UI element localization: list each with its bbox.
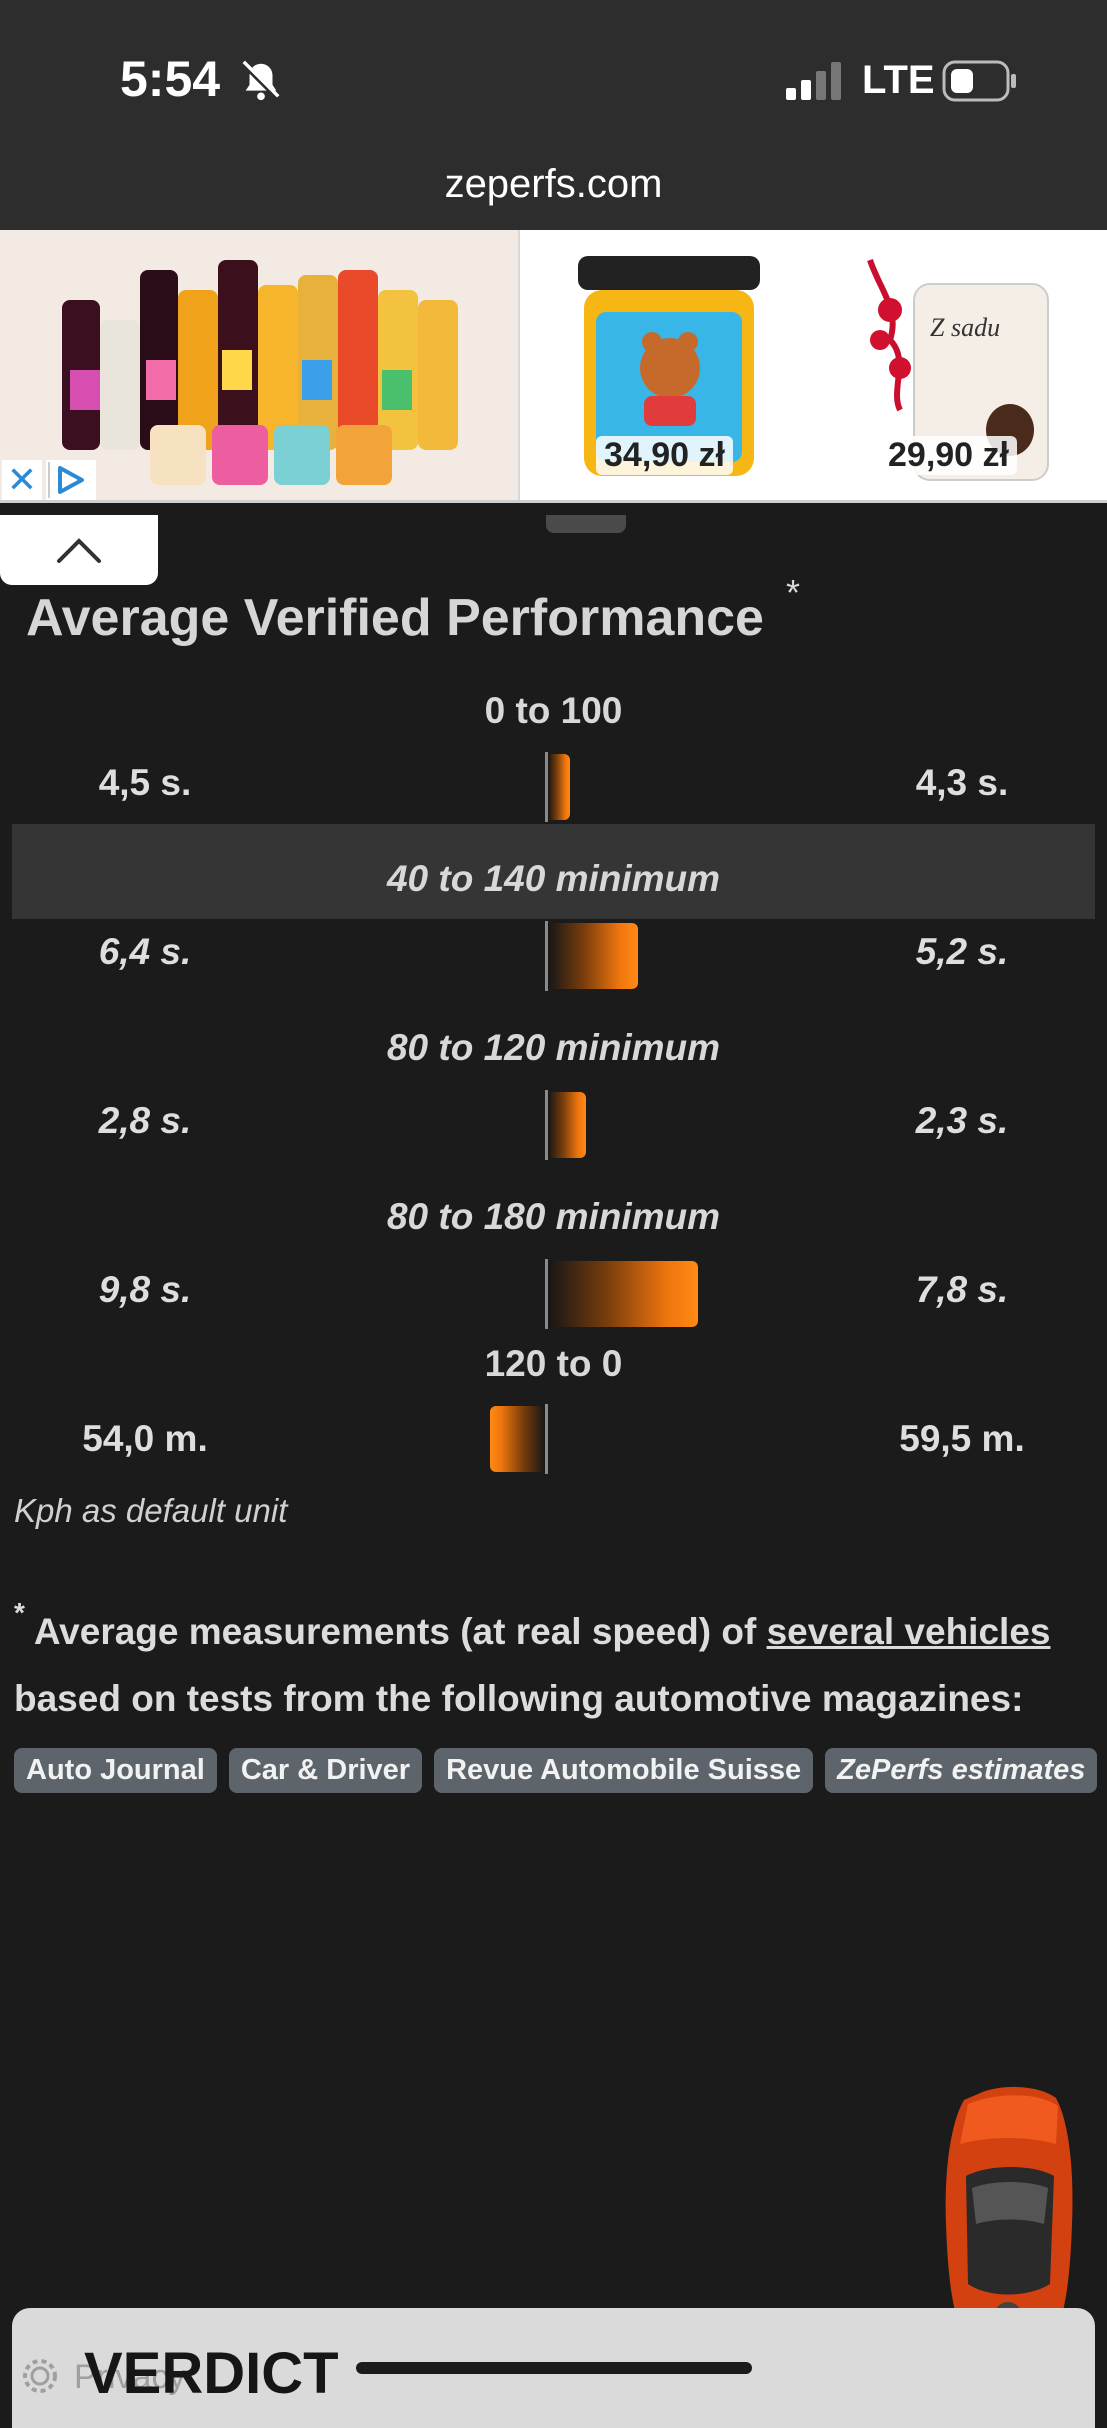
car-top-view-image[interactable] [938,2084,1078,2354]
difference-bar [490,1406,545,1472]
source-tag[interactable]: Revue Automobile Suisse [434,1748,814,1793]
url-text[interactable]: zeperfs.com [444,162,663,206]
bell-muted-icon [241,60,281,101]
metric-label-80-120: 80 to 120 minimum [386,1027,721,1068]
ad-image-bottles[interactable] [0,230,518,502]
metric-label-40-140: 40 to 140 minimum [386,858,721,899]
metric-left-value: 4,5 s. [98,762,192,803]
browser-url-bar[interactable] [0,150,1107,230]
footnote-marker: * [14,1597,25,1628]
footnote-text-after: based on tests from the following automo… [14,1678,1024,1719]
privacy-link[interactable]: Privacy [74,2358,186,2396]
highlight-row-band [12,824,1095,919]
metric-right-value: 7,8 s. [915,1269,1009,1310]
metric-right-value: 4,3 s. [915,762,1009,803]
several-vehicles-link[interactable]: several vehicles [766,1611,1051,1652]
collapse-ad-button[interactable] [0,515,158,585]
difference-bar [548,754,570,820]
metric-left-value: 2,8 s. [98,1100,192,1141]
network-type: LTE [862,58,935,102]
comparison-axis [545,752,548,822]
status-time: 5:54 [120,51,221,107]
metric-right-value: 5,2 s. [915,931,1009,972]
source-tags: Auto Journal Car & Driver Revue Automobi… [14,1748,1098,1793]
chevron-up-icon [57,538,101,563]
metric-right-value: 59,5 m. [899,1418,1025,1459]
home-indicator[interactable] [356,2362,752,2374]
difference-bar [548,1092,586,1158]
metric-right-value: 2,3 s. [915,1100,1009,1141]
metric-label-0-100: 0 to 100 [484,690,623,731]
footnote: * Average measurements (at real speed) o… [14,1598,1094,1732]
comparison-axis [545,921,548,991]
comparison-axis [545,1090,548,1160]
ad-price-2[interactable]: 29,90 zł [880,436,1017,475]
cellular-signal-icon [786,62,841,100]
footnote-text-before: Average measurements (at real speed) of [24,1611,767,1652]
comparison-axis [545,1259,548,1329]
difference-bar [548,1261,698,1327]
section-title: Average Verified Performance [26,589,764,647]
ad-choices-icon[interactable] [46,460,96,500]
honey-jar-image[interactable] [574,256,764,482]
difference-bar [548,923,638,989]
section-title-marker: * [786,572,801,613]
bottles-illustration [62,260,458,485]
metric-left-value: 54,0 m. [82,1418,208,1459]
ad-banner[interactable]: Z sadu 34,90 zł 29,90 zł ✕ [0,230,1107,502]
source-tag[interactable]: ZePerfs estimates [825,1748,1098,1793]
source-tag[interactable]: Car & Driver [228,1748,423,1793]
ad-price-1[interactable]: 34,90 zł [596,436,733,475]
ad-close-icon[interactable]: ✕ [2,460,42,500]
metric-left-value: 9,8 s. [98,1269,192,1310]
gear-icon[interactable] [20,2356,60,2396]
verdict-title: VERDICT [84,2341,339,2406]
svg-text:Z sadu: Z sadu [930,313,1000,342]
ad-border [0,500,1107,503]
battery-icon [942,60,1016,102]
metric-left-value: 6,4 s. [98,931,192,972]
comparison-axis [545,1404,548,1474]
unit-note: Kph as default unit [14,1492,288,1529]
ad-divider [518,230,520,502]
status-bar: 5:54 LTE [0,0,1107,150]
metric-label-120-0: 120 to 0 [484,1343,623,1384]
metric-label-80-180: 80 to 180 minimum [386,1196,721,1237]
comparison-axis-top [546,515,626,533]
source-tag[interactable]: Auto Journal [14,1748,217,1793]
